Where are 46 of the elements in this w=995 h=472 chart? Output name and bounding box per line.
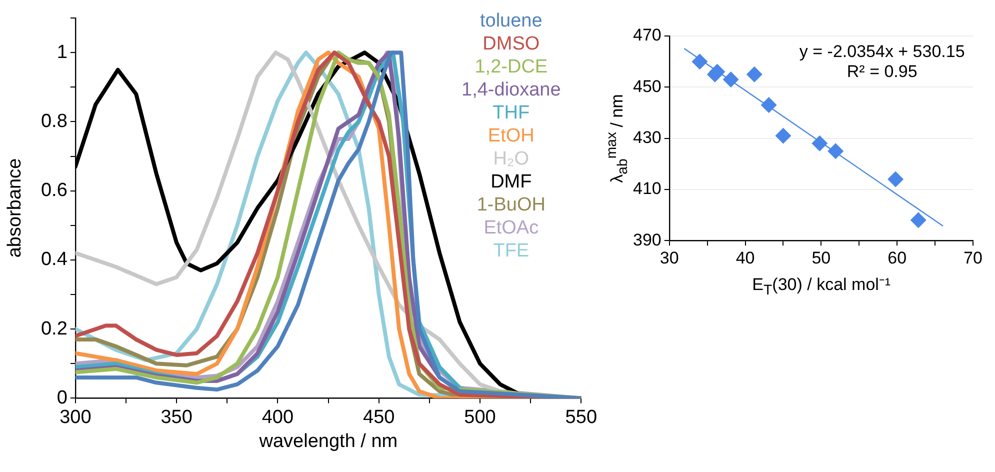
y-axis-title: absorbance: [4, 158, 26, 258]
text: toluene: [480, 10, 542, 32]
text: 1,2-DCE: [474, 56, 548, 78]
x-tick-label: 300: [60, 406, 92, 428]
text: EtOH: [488, 126, 534, 147]
y-tick-label: 390: [632, 230, 662, 250]
y-tick-label: 0.8: [40, 110, 68, 132]
point: [692, 54, 708, 70]
point: [760, 97, 777, 114]
y-tick-label: 430: [632, 128, 662, 147]
y-tick-label: 0.4: [40, 249, 68, 270]
x-tick-label: 50: [812, 248, 831, 268]
y-tick-label: 0: [56, 387, 68, 408]
text: DMF: [490, 172, 532, 193]
y-tick-label: 410: [632, 179, 662, 198]
x-tick-label: 70: [964, 248, 982, 268]
x-axis-title: E$_{T}$(30) / kcal mol⁻¹: [752, 274, 891, 298]
x-tick-label: 450: [363, 406, 395, 428]
y-tick-label: 1: [56, 42, 68, 63]
y-tick-label: 0.2: [40, 318, 68, 340]
x-tick-label: 350: [160, 406, 192, 428]
point: [812, 135, 828, 152]
annotation: R² = 0.95: [846, 62, 918, 82]
annotation: y = -2.0354x + 530.15: [799, 42, 965, 62]
text: 1-BuOH: [476, 194, 546, 216]
x-tick-label: 30: [660, 248, 679, 268]
x-tick-label: 40: [736, 248, 755, 268]
x-tick-label: 550: [565, 406, 597, 428]
x-tick-label: 500: [464, 406, 496, 428]
y-tick-label: 0.6: [40, 180, 68, 202]
text: 1,4-dioxane: [462, 80, 561, 101]
y-tick-label: 470: [632, 26, 662, 45]
point: [722, 71, 739, 88]
text: EtOAc: [484, 218, 539, 239]
x-tick-label: 60: [888, 248, 907, 268]
x-axis-title: wavelength / nm: [259, 431, 398, 454]
point: [746, 66, 762, 82]
point: [888, 171, 904, 188]
text: DMSO: [482, 34, 540, 55]
point: [828, 143, 844, 160]
text: TFE: [493, 240, 530, 262]
point: [910, 212, 926, 228]
y-tick-label: 450: [632, 76, 662, 96]
point: [775, 128, 792, 144]
text: THF: [492, 102, 530, 124]
x-tick-label: 400: [262, 406, 294, 428]
